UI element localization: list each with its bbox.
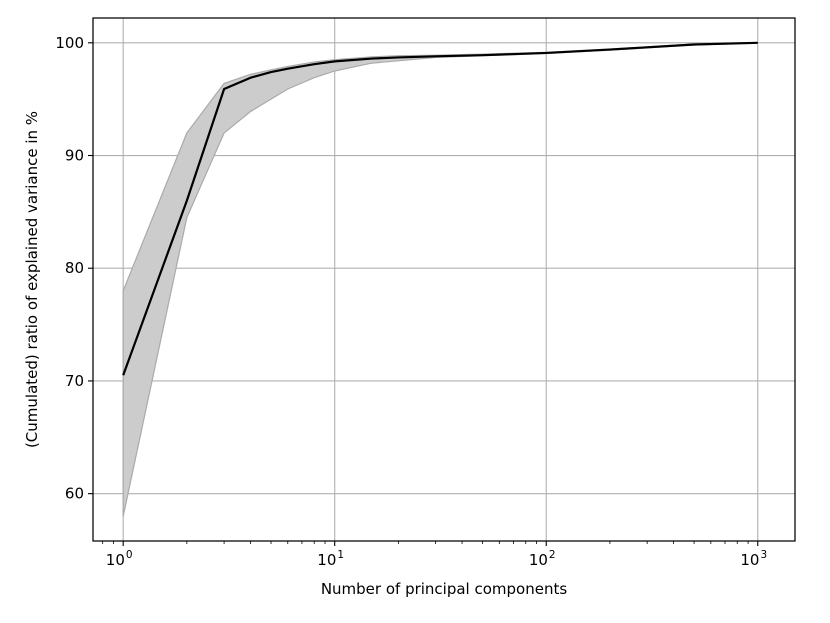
y-tick-label: 70 — [65, 372, 84, 390]
x-tick-label-exponent: 1 — [337, 549, 344, 561]
mean-line — [122, 41, 758, 376]
x-tick-label-base: 10 — [317, 551, 336, 569]
y-axis-label: (Cumulated) ratio of explained variance … — [23, 111, 41, 448]
y-tick-label: 90 — [65, 147, 84, 165]
x-tick-label: 102 — [529, 549, 556, 569]
mean-line-series — [122, 41, 758, 376]
x-tick-label: 103 — [740, 549, 767, 569]
y-tick-label: 100 — [55, 34, 84, 52]
x-tick-label-exponent: 2 — [549, 549, 556, 561]
plot-area-frame — [92, 17, 796, 542]
x-axis-label: Number of principal components — [321, 580, 568, 598]
y-tick-label: 80 — [65, 259, 84, 277]
x-tick-label-base: 10 — [529, 551, 548, 569]
x-tick-label-exponent: 0 — [126, 549, 133, 561]
axis-ticks — [88, 42, 759, 546]
x-tick-label: 100 — [106, 549, 133, 569]
x-tick-label-exponent: 3 — [760, 549, 767, 561]
y-tick-label: 60 — [65, 485, 84, 503]
x-tick-label-base: 10 — [740, 551, 759, 569]
x-tick-label-base: 10 — [106, 551, 125, 569]
x-tick-label: 101 — [317, 549, 344, 569]
